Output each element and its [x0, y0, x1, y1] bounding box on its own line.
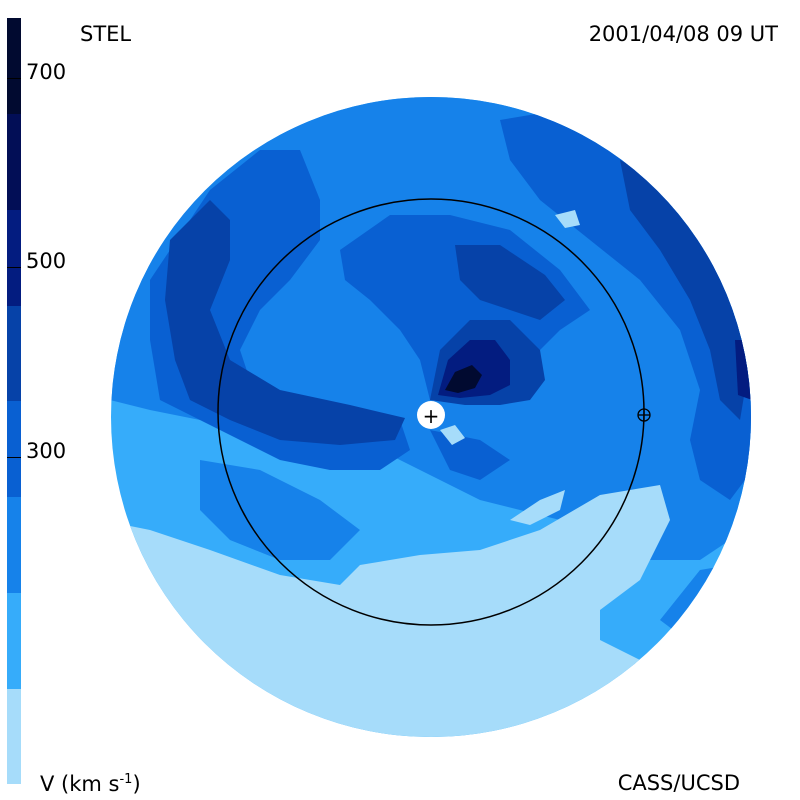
colorbar-segment [7, 113, 21, 210]
colorbar-tick-label: 300 [26, 438, 67, 463]
medium-wind-region [200, 460, 360, 560]
colorbar-segment [7, 688, 21, 785]
credit-label: CASS/UCSD [617, 771, 740, 795]
sun-symbol: + [423, 404, 440, 428]
faster-wind-region [165, 200, 405, 445]
colorbar-segment [7, 496, 21, 593]
faster-wind-region [620, 160, 750, 420]
colorbar-segment [7, 209, 21, 306]
timestamp-label: 2001/04/08 09 UT [588, 22, 778, 46]
faster-wind-region [455, 245, 565, 320]
slow-wind-region [440, 425, 465, 445]
slow-wind-region [510, 490, 565, 525]
colorbar-tick-label: 700 [26, 59, 67, 84]
colorbar-segment [7, 18, 21, 114]
quantity-label: V (km s-1) [40, 772, 141, 796]
earth-icon [637, 408, 651, 422]
core-wind-region [445, 365, 482, 393]
sun-marker [417, 401, 445, 429]
colorbar-tick [7, 77, 21, 79]
velocity-colorbar [7, 18, 21, 785]
fast-wind-region [500, 110, 751, 500]
colorbar-tick [7, 456, 21, 458]
colorbar-tick [7, 267, 21, 269]
instrument-label: STEL [80, 22, 132, 46]
colorbar-segment [7, 592, 21, 689]
slow-wind-region [555, 210, 580, 228]
colorbar-segment [7, 305, 21, 402]
colorbar-segment [7, 401, 21, 497]
colorbar-tick-label: 500 [26, 249, 67, 274]
